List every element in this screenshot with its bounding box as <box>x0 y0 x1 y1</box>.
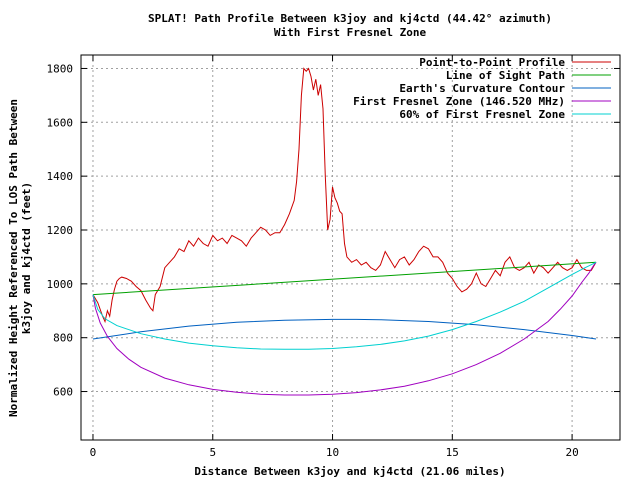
legend-label: First Fresnel Zone (146.520 MHz) <box>353 95 565 108</box>
chart-title: SPLAT! Path Profile Between k3joy and kj… <box>148 12 552 25</box>
legend-label: Line of Sight Path <box>446 69 565 82</box>
y-tick-label: 1200 <box>47 224 74 237</box>
legend-label: Point-to-Point Profile <box>419 56 565 69</box>
legend-label: 60% of First Fresnel Zone <box>399 108 565 121</box>
plot-frame <box>80 54 621 441</box>
y-tick-label: 1000 <box>47 278 74 291</box>
series-line-1 <box>92 67 597 324</box>
series-line-3 <box>92 318 597 340</box>
y-tick-label: 1400 <box>47 170 74 183</box>
data-series <box>92 67 597 396</box>
x-tick-label: 10 <box>326 446 339 459</box>
series-line-5 <box>92 261 597 350</box>
y-tick-label: 600 <box>53 386 73 399</box>
x-tick-label: 5 <box>209 446 216 459</box>
x-tick-label: 20 <box>565 446 578 459</box>
y-tick-label: 1800 <box>47 62 74 75</box>
chart-subtitle: With First Fresnel Zone <box>274 26 427 39</box>
axis-ticks: 0 5 10 15 20 600 800 1000 1200 1400 1600 1800 <box>47 55 620 459</box>
x-axis-label: Distance Between k3joy and kj4ctd (21.06… <box>194 465 505 478</box>
series-line-2 <box>92 261 597 296</box>
grid-lines <box>81 55 620 440</box>
x-tick-label: 0 <box>90 446 97 459</box>
y-tick-label: 800 <box>53 332 73 345</box>
y-axis-label-line1: Normalized Height Referenced To LOS Path… <box>7 99 20 417</box>
series-line-4 <box>92 261 597 396</box>
x-tick-label: 15 <box>446 446 459 459</box>
y-axis-label-line2: k3joy and kj4ctd (feet) <box>20 182 33 334</box>
y-tick-label: 1600 <box>47 116 74 129</box>
legend-label: Earth's Curvature Contour <box>399 82 565 95</box>
